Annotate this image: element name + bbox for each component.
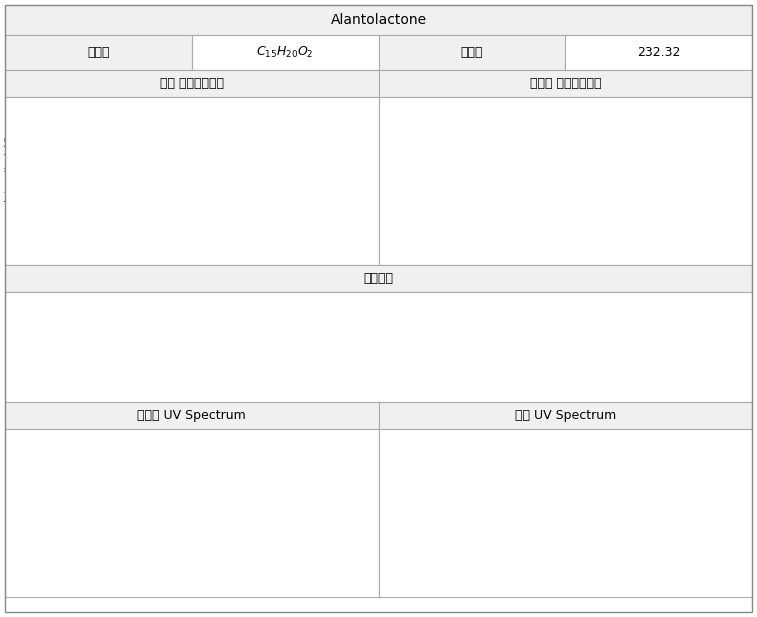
Text: 표준품 UV Spectrum: 표준품 UV Spectrum [137,409,246,422]
Text: Me: Me [275,364,292,377]
Text: Me: Me [329,308,347,321]
Text: 분자구조: 분자구조 [363,272,394,285]
Text: 분자량: 분자량 [460,46,483,59]
Text: 232.32: 232.32 [637,46,681,59]
Text: Alantolactone: Alantolactone [331,13,426,27]
Text: O: O [450,333,459,346]
X-axis label: RT (min): RT (min) [189,247,232,257]
Y-axis label: Intensity (μV): Intensity (μV) [5,136,15,202]
Text: 분자식: 분자식 [87,46,110,59]
X-axis label: Wavelength (nm): Wavelength (nm) [167,576,257,587]
Text: 시료 UV Spectrum: 시료 UV Spectrum [515,409,616,422]
Text: Alantolactone (RT : 35.84 min): Alantolactone (RT : 35.84 min) [528,113,665,125]
Y-axis label: Absorbance (AU): Absorbance (AU) [395,458,405,540]
Y-axis label: Intensity (μV): Intensity (μV) [378,136,389,202]
Text: 표준품 크로마토그램: 표준품 크로마토그램 [529,77,601,90]
X-axis label: RT (min): RT (min) [562,247,606,257]
Text: Alantolactone (RT : 35.80 min): Alantolactone (RT : 35.80 min) [142,162,279,197]
Text: CH$_2$: CH$_2$ [413,366,437,381]
X-axis label: Wavelength (nm): Wavelength (nm) [540,576,630,587]
Y-axis label: Absorbance (AU): Absorbance (AU) [21,458,32,540]
Text: $C_{15}H_{20}O_{2}$: $C_{15}H_{20}O_{2}$ [257,45,314,60]
Text: 시료 크로마토그램: 시료 크로마토그램 [160,77,224,90]
